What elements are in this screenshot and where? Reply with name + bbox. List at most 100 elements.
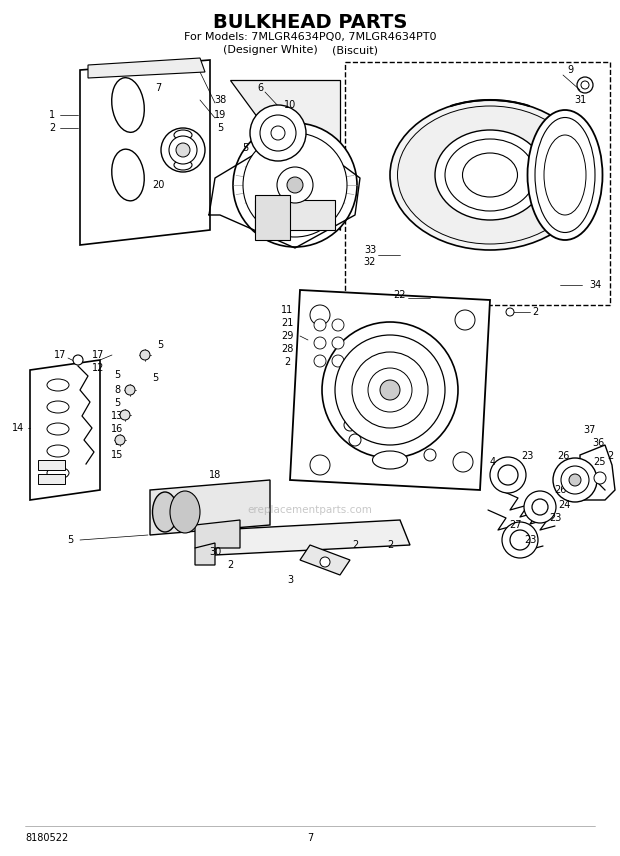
Text: 25: 25 (594, 457, 606, 467)
Text: 5: 5 (152, 373, 158, 383)
Circle shape (352, 352, 428, 428)
Text: 2: 2 (532, 307, 538, 317)
Polygon shape (255, 200, 335, 230)
Circle shape (498, 465, 518, 485)
Text: 37: 37 (584, 425, 596, 435)
Polygon shape (215, 520, 410, 555)
Text: (Biscuit): (Biscuit) (332, 45, 378, 55)
Text: 24: 24 (558, 500, 570, 510)
Text: 2: 2 (49, 123, 55, 133)
Polygon shape (195, 520, 240, 548)
Text: For Models: 7MLGR4634PQ0, 7MLGR4634PT0: For Models: 7MLGR4634PQ0, 7MLGR4634PT0 (184, 32, 436, 42)
Polygon shape (580, 445, 615, 500)
Circle shape (490, 457, 526, 493)
Text: 9: 9 (567, 65, 573, 75)
Circle shape (349, 434, 361, 446)
Text: 31: 31 (574, 95, 586, 105)
Text: 5: 5 (114, 398, 120, 408)
Circle shape (260, 115, 296, 151)
Circle shape (140, 350, 150, 360)
Ellipse shape (153, 492, 177, 532)
Text: 14: 14 (12, 423, 24, 433)
Circle shape (277, 167, 313, 203)
Text: 11: 11 (281, 305, 293, 315)
Circle shape (310, 305, 330, 325)
Text: 19: 19 (214, 110, 226, 120)
Text: 2: 2 (607, 451, 613, 461)
Text: 35: 35 (449, 170, 461, 180)
Text: 34: 34 (589, 280, 601, 290)
Polygon shape (38, 474, 65, 484)
Text: 13: 13 (111, 411, 123, 421)
Circle shape (577, 77, 593, 93)
Polygon shape (290, 290, 490, 490)
Text: ereplacementparts.com: ereplacementparts.com (247, 505, 373, 515)
Circle shape (455, 310, 475, 330)
Circle shape (287, 177, 303, 193)
Text: 18: 18 (209, 470, 221, 480)
Circle shape (271, 126, 285, 140)
Circle shape (332, 355, 344, 367)
Ellipse shape (112, 78, 144, 133)
Ellipse shape (47, 401, 69, 413)
Text: 21: 21 (281, 318, 293, 328)
Text: 1: 1 (49, 110, 55, 120)
Text: 5: 5 (114, 370, 120, 380)
Circle shape (161, 128, 205, 172)
Circle shape (120, 410, 130, 420)
Ellipse shape (174, 160, 192, 170)
Text: 7: 7 (155, 83, 161, 93)
Ellipse shape (390, 100, 590, 250)
Circle shape (368, 368, 412, 412)
Text: 29: 29 (281, 331, 293, 341)
Circle shape (344, 419, 356, 431)
Ellipse shape (445, 139, 535, 211)
Circle shape (125, 385, 135, 395)
Circle shape (169, 136, 197, 164)
Circle shape (335, 335, 445, 445)
Circle shape (453, 452, 473, 472)
Polygon shape (300, 545, 350, 575)
Circle shape (510, 530, 530, 550)
Text: 5: 5 (242, 143, 248, 153)
Circle shape (115, 435, 125, 445)
Circle shape (581, 81, 589, 89)
Text: 3: 3 (287, 575, 293, 585)
Circle shape (332, 319, 344, 331)
Text: 36: 36 (592, 438, 604, 448)
Circle shape (73, 355, 83, 365)
Ellipse shape (47, 445, 69, 457)
Text: 5: 5 (217, 123, 223, 133)
Text: 2: 2 (227, 560, 233, 570)
Text: 12: 12 (92, 363, 104, 373)
Circle shape (506, 308, 514, 316)
Polygon shape (255, 195, 290, 240)
Ellipse shape (170, 491, 200, 533)
Text: 5: 5 (157, 340, 163, 350)
Text: 17: 17 (92, 350, 104, 360)
Text: 10: 10 (284, 100, 296, 110)
Ellipse shape (47, 423, 69, 435)
Circle shape (322, 322, 458, 458)
Circle shape (502, 522, 538, 558)
Ellipse shape (528, 110, 603, 240)
Text: 6: 6 (257, 83, 263, 93)
Text: 20: 20 (152, 180, 164, 190)
Polygon shape (30, 360, 100, 500)
Circle shape (314, 355, 326, 367)
Ellipse shape (112, 149, 144, 201)
Ellipse shape (535, 117, 595, 233)
Ellipse shape (435, 130, 545, 220)
Text: 5: 5 (114, 437, 120, 447)
Polygon shape (150, 480, 270, 535)
Polygon shape (88, 58, 205, 78)
Circle shape (380, 380, 400, 400)
Circle shape (176, 143, 190, 157)
Text: 38: 38 (214, 95, 226, 105)
Circle shape (409, 424, 421, 436)
Text: 33: 33 (364, 245, 376, 255)
Text: 17: 17 (54, 350, 66, 360)
Text: 30: 30 (209, 547, 221, 557)
Circle shape (561, 466, 589, 494)
Text: (Designer White): (Designer White) (223, 45, 317, 55)
